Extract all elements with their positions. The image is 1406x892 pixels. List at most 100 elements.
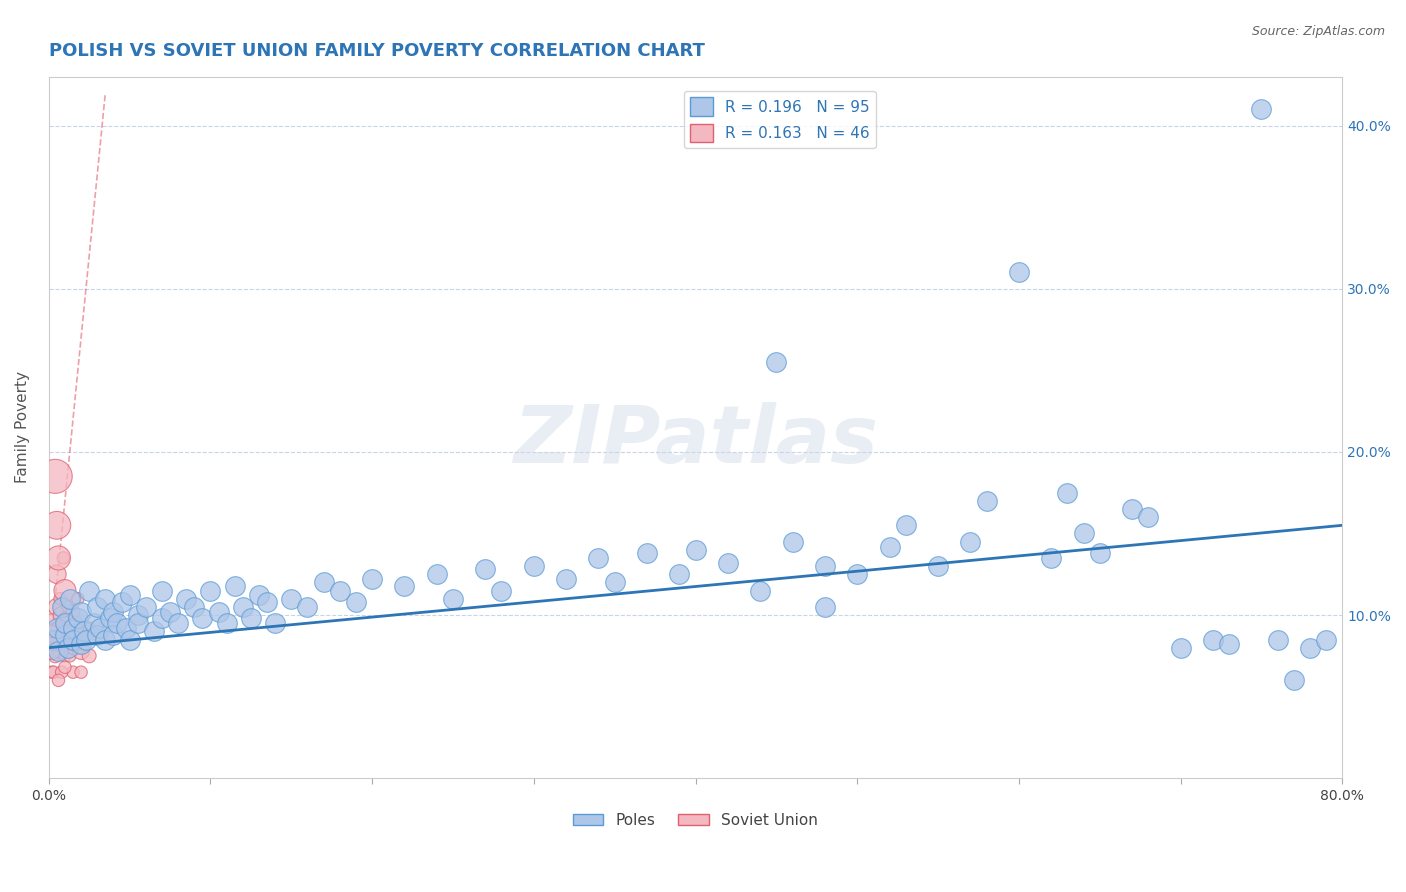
Point — [62, 665, 84, 680]
Point — [814, 559, 837, 574]
Point — [48, 673, 70, 688]
Point — [52, 550, 75, 565]
Point — [200, 583, 222, 598]
Point — [52, 616, 75, 631]
Point — [717, 556, 740, 570]
Point — [247, 589, 270, 603]
Point — [75, 632, 97, 647]
Point — [1073, 526, 1095, 541]
Point — [45, 627, 67, 641]
Point — [1040, 550, 1063, 565]
Point — [118, 632, 141, 647]
Point — [441, 591, 464, 606]
Point — [49, 644, 72, 658]
Point — [53, 640, 76, 655]
Legend: Poles, Soviet Union: Poles, Soviet Union — [567, 806, 824, 834]
Point — [297, 599, 319, 614]
Point — [70, 637, 93, 651]
Point — [42, 640, 65, 655]
Y-axis label: Family Poverty: Family Poverty — [15, 371, 30, 483]
Point — [1282, 673, 1305, 688]
Point — [1170, 640, 1192, 655]
Point — [474, 562, 496, 576]
Point — [1315, 632, 1337, 647]
Point — [94, 632, 117, 647]
Point — [1056, 485, 1078, 500]
Point — [135, 599, 157, 614]
Point — [86, 627, 108, 641]
Point — [879, 540, 901, 554]
Point — [59, 591, 82, 606]
Point — [239, 611, 262, 625]
Point — [56, 640, 79, 655]
Point — [70, 624, 93, 639]
Point — [1218, 637, 1240, 651]
Point — [264, 616, 287, 631]
Point — [976, 493, 998, 508]
Point — [215, 616, 238, 631]
Point — [159, 605, 181, 619]
Point — [73, 624, 96, 639]
Point — [894, 518, 917, 533]
Point — [361, 572, 384, 586]
Point — [1299, 640, 1322, 655]
Point — [927, 559, 949, 574]
Point — [42, 665, 65, 680]
Point — [174, 591, 197, 606]
Point — [53, 660, 76, 674]
Point — [1121, 502, 1143, 516]
Point — [765, 355, 787, 369]
Point — [668, 567, 690, 582]
Point — [45, 621, 67, 635]
Point — [150, 583, 173, 598]
Point — [814, 599, 837, 614]
Point — [183, 599, 205, 614]
Point — [1137, 510, 1160, 524]
Point — [256, 595, 278, 609]
Point — [45, 599, 67, 614]
Point — [62, 605, 84, 619]
Point — [48, 644, 70, 658]
Point — [42, 632, 65, 647]
Point — [49, 591, 72, 606]
Point — [167, 616, 190, 631]
Point — [588, 550, 610, 565]
Point — [56, 632, 79, 647]
Point — [749, 583, 772, 598]
Point — [110, 595, 132, 609]
Point — [94, 591, 117, 606]
Point — [846, 567, 869, 582]
Point — [62, 621, 84, 635]
Point — [103, 605, 125, 619]
Point — [53, 583, 76, 598]
Point — [232, 599, 254, 614]
Point — [491, 583, 513, 598]
Point — [48, 550, 70, 565]
Point — [59, 624, 82, 639]
Point — [56, 599, 79, 614]
Point — [127, 608, 149, 623]
Point — [59, 648, 82, 663]
Point — [426, 567, 449, 582]
Point — [782, 534, 804, 549]
Point — [48, 621, 70, 635]
Point — [83, 616, 105, 631]
Point — [45, 518, 67, 533]
Point — [150, 611, 173, 625]
Point — [555, 572, 578, 586]
Point — [191, 611, 214, 625]
Point — [41, 644, 63, 658]
Point — [636, 546, 658, 560]
Point — [51, 599, 73, 614]
Point — [70, 644, 93, 658]
Point — [62, 632, 84, 647]
Point — [77, 648, 100, 663]
Point — [103, 627, 125, 641]
Point — [62, 627, 84, 641]
Point — [53, 627, 76, 641]
Point — [115, 621, 138, 635]
Point — [70, 665, 93, 680]
Point — [98, 611, 121, 625]
Point — [603, 575, 626, 590]
Point — [77, 583, 100, 598]
